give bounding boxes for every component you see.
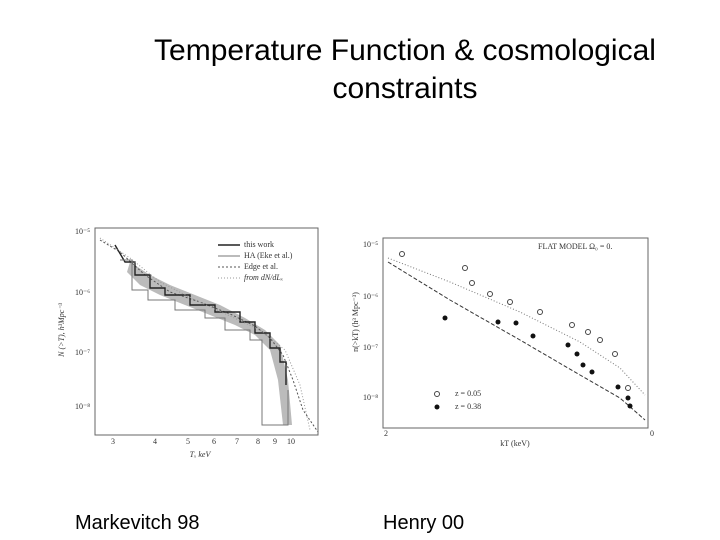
x-tick-label: 0 bbox=[650, 429, 654, 438]
y-tick-label: 10⁻⁸ bbox=[363, 393, 378, 402]
left-figure: 10⁻⁵ 10⁻⁶ 10⁻⁷ 10⁻⁸ 3 4 5 6 7 8 9 10 Tₓ … bbox=[57, 227, 319, 459]
annotation: FLAT MODEL Ω₀ = 0. bbox=[538, 242, 612, 251]
x-tick-label: 7 bbox=[235, 437, 239, 446]
x-axis-label: Tₓ keV bbox=[190, 450, 212, 459]
caption: Markevitch 98 bbox=[75, 512, 200, 534]
y-tick-label: 10⁻⁸ bbox=[75, 402, 90, 411]
y-tick-label: 10⁻⁵ bbox=[75, 227, 90, 236]
right-figure: 10⁻⁵ 10⁻⁶ 10⁻⁷ 10⁻⁸ 2 0 kT (keV) n(>kT) … bbox=[351, 237, 654, 448]
x-tick-label: 6 bbox=[212, 437, 216, 446]
legend-label: this work bbox=[244, 240, 274, 249]
y-axis-label: n(>kT) (h³ Mpc⁻³) bbox=[351, 292, 360, 352]
slide-title: Temperature Function & cosmological cons… bbox=[154, 34, 656, 105]
x-tick-label: 4 bbox=[153, 437, 157, 446]
legend-label: HA (Eke et al.) bbox=[244, 251, 293, 260]
legend-label: z = 0.05 bbox=[455, 389, 481, 398]
curve bbox=[387, 261, 646, 421]
x-tick-label: 8 bbox=[256, 437, 260, 446]
legend-label: z = 0.38 bbox=[455, 402, 481, 411]
uncertainty-band bbox=[127, 262, 292, 425]
legend-label: Edge et al. bbox=[244, 262, 278, 271]
open-points bbox=[399, 251, 631, 397]
x-tick-label: 9 bbox=[273, 437, 277, 446]
x-axis-label: kT (keV) bbox=[500, 439, 530, 448]
x-tick-label: 2 bbox=[384, 429, 388, 438]
y-tick-label: 10⁻⁵ bbox=[363, 240, 378, 249]
plot-frame bbox=[94, 227, 319, 436]
y-tick-label: 10⁻⁶ bbox=[75, 288, 90, 297]
histogram bbox=[120, 259, 289, 426]
x-tick-label: 10 bbox=[287, 437, 295, 446]
curve bbox=[99, 239, 319, 433]
histogram bbox=[114, 244, 287, 385]
legend-label: from dN/dLₓ bbox=[244, 273, 283, 282]
y-tick-label: 10⁻⁷ bbox=[75, 348, 90, 357]
filled-points bbox=[434, 315, 633, 410]
x-tick-label: 5 bbox=[186, 437, 190, 446]
plot-frame bbox=[382, 237, 649, 429]
y-axis-label: N (>T), h³Mpc⁻³ bbox=[57, 303, 66, 358]
caption: Henry 00 bbox=[383, 512, 465, 534]
curve bbox=[99, 237, 311, 431]
curve bbox=[387, 257, 646, 396]
y-tick-label: 10⁻⁷ bbox=[363, 343, 378, 352]
x-tick-label: 3 bbox=[111, 437, 115, 446]
y-tick-label: 10⁻⁶ bbox=[363, 292, 378, 301]
